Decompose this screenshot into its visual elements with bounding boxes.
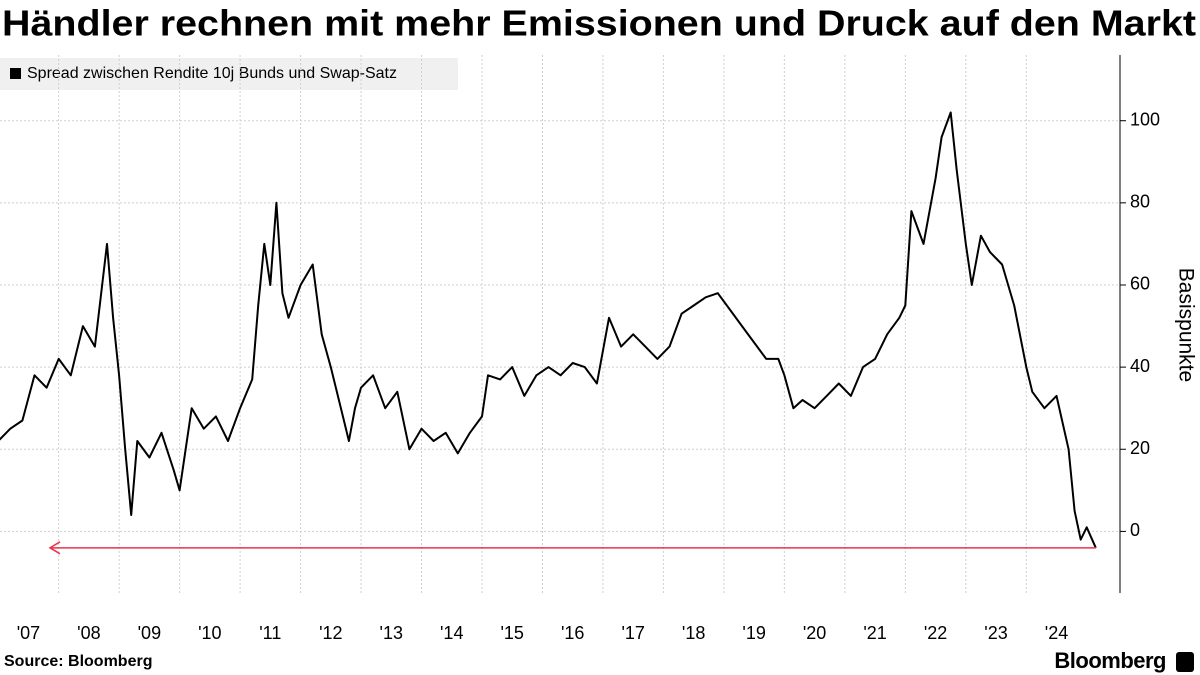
x-tick-label: '17: [621, 623, 644, 643]
y-tick-label: 0: [1130, 520, 1140, 540]
x-tick-label: '10: [198, 623, 221, 643]
legend-swatch: [10, 68, 21, 79]
x-tick-label: '20: [803, 623, 826, 643]
x-tick-label: '22: [924, 623, 947, 643]
legend-box: [0, 58, 458, 90]
brand-icon: [1176, 652, 1194, 672]
chart-title: Händler rechnen mit mehr Emissionen und …: [2, 3, 1196, 44]
data-line: [0, 111, 1097, 549]
y-tick-label: 40: [1130, 356, 1150, 376]
x-tick-label: '15: [500, 623, 523, 643]
x-tick-label: '18: [682, 623, 705, 643]
y-tick-label: 60: [1130, 274, 1150, 294]
x-tick-label: '08: [77, 623, 100, 643]
x-tick-label: '12: [319, 623, 342, 643]
y-tick-label: 80: [1130, 192, 1150, 212]
arrow-head: [48, 541, 61, 555]
y-axis-label: Basispunkte: [1174, 268, 1197, 382]
x-tick-label: '23: [984, 623, 1007, 643]
y-tick-label: 100: [1130, 109, 1160, 129]
legend-label: Spread zwischen Rendite 10j Bunds und Sw…: [27, 65, 397, 82]
x-tick-label: '13: [380, 623, 403, 643]
x-tick-label: '09: [138, 623, 161, 643]
x-tick-label: '19: [742, 623, 765, 643]
x-tick-label: '16: [561, 623, 584, 643]
brand: Bloomberg: [1054, 648, 1166, 673]
x-tick-label: '21: [863, 623, 886, 643]
source: Source: Bloomberg: [4, 653, 152, 670]
x-tick-label: '14: [440, 623, 463, 643]
y-tick-label: 20: [1130, 438, 1150, 458]
x-tick-label: '11: [259, 623, 281, 643]
x-tick-label: '07: [17, 623, 40, 643]
x-tick-label: '24: [1045, 623, 1068, 643]
